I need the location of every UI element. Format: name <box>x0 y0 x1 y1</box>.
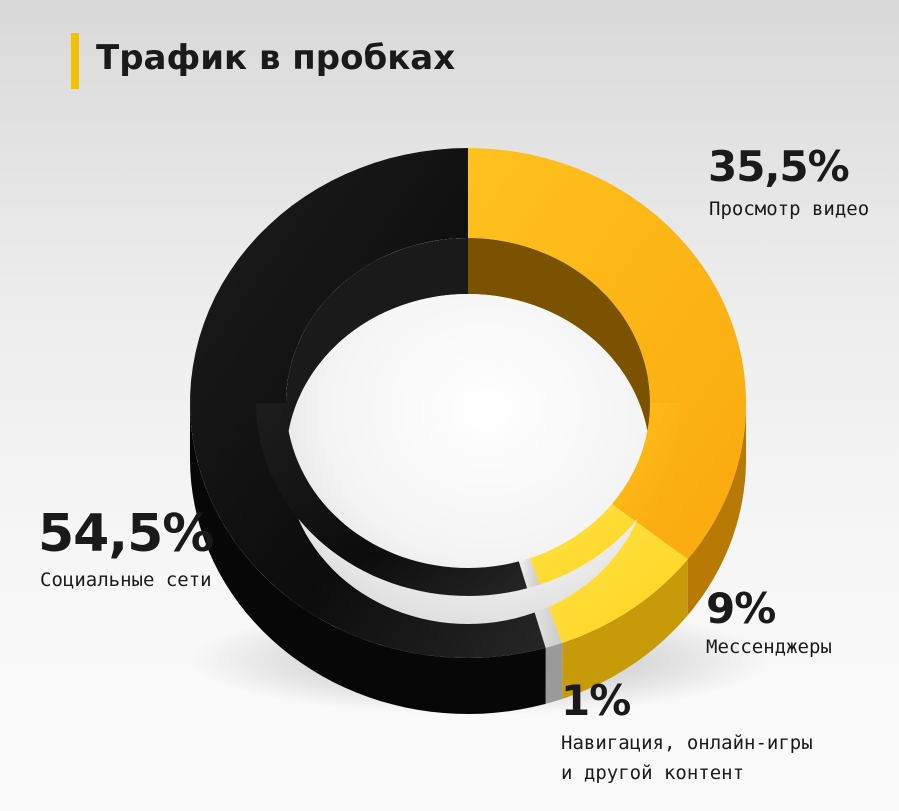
slice-rim-navigation <box>518 558 540 589</box>
slice-rim-social <box>256 403 528 596</box>
value-label-navigation: 1% <box>561 676 631 725</box>
value-label-messengers: 9% <box>706 584 776 633</box>
value-label-video: 35,5% <box>708 142 850 191</box>
title-accent-bar <box>71 33 79 89</box>
slice-inner-wall-video <box>468 238 650 459</box>
slice-side-messengers <box>562 559 688 699</box>
slice-rim-video <box>611 403 680 522</box>
donut-sides <box>190 403 746 714</box>
slice-video <box>468 148 746 560</box>
slice-rim-messengers <box>529 504 636 585</box>
chart-title: Трафик в пробках <box>96 38 456 78</box>
slice-social <box>190 148 546 658</box>
slice-inner-wall-social <box>286 238 468 459</box>
slice-label-navigation-line1: Навигация, онлайн-игры <box>561 732 813 754</box>
value-label-social: 54,5% <box>38 504 214 564</box>
donut-inner-wall <box>256 238 680 624</box>
slice-label-navigation: Навигация, онлайн-игры и другой контент <box>561 728 813 788</box>
slice-label-video: Просмотр видео <box>709 198 870 220</box>
slice-side-social <box>190 403 546 714</box>
donut-hole-floor <box>286 294 650 624</box>
slice-label-navigation-line2: и другой контент <box>561 762 745 784</box>
slice-messengers <box>529 504 688 643</box>
slice-side-video <box>687 403 746 616</box>
slice-label-messengers: Мессенджеры <box>706 636 832 658</box>
slice-side-navigation <box>545 642 563 704</box>
slice-label-social: Социальные сети <box>40 569 212 591</box>
